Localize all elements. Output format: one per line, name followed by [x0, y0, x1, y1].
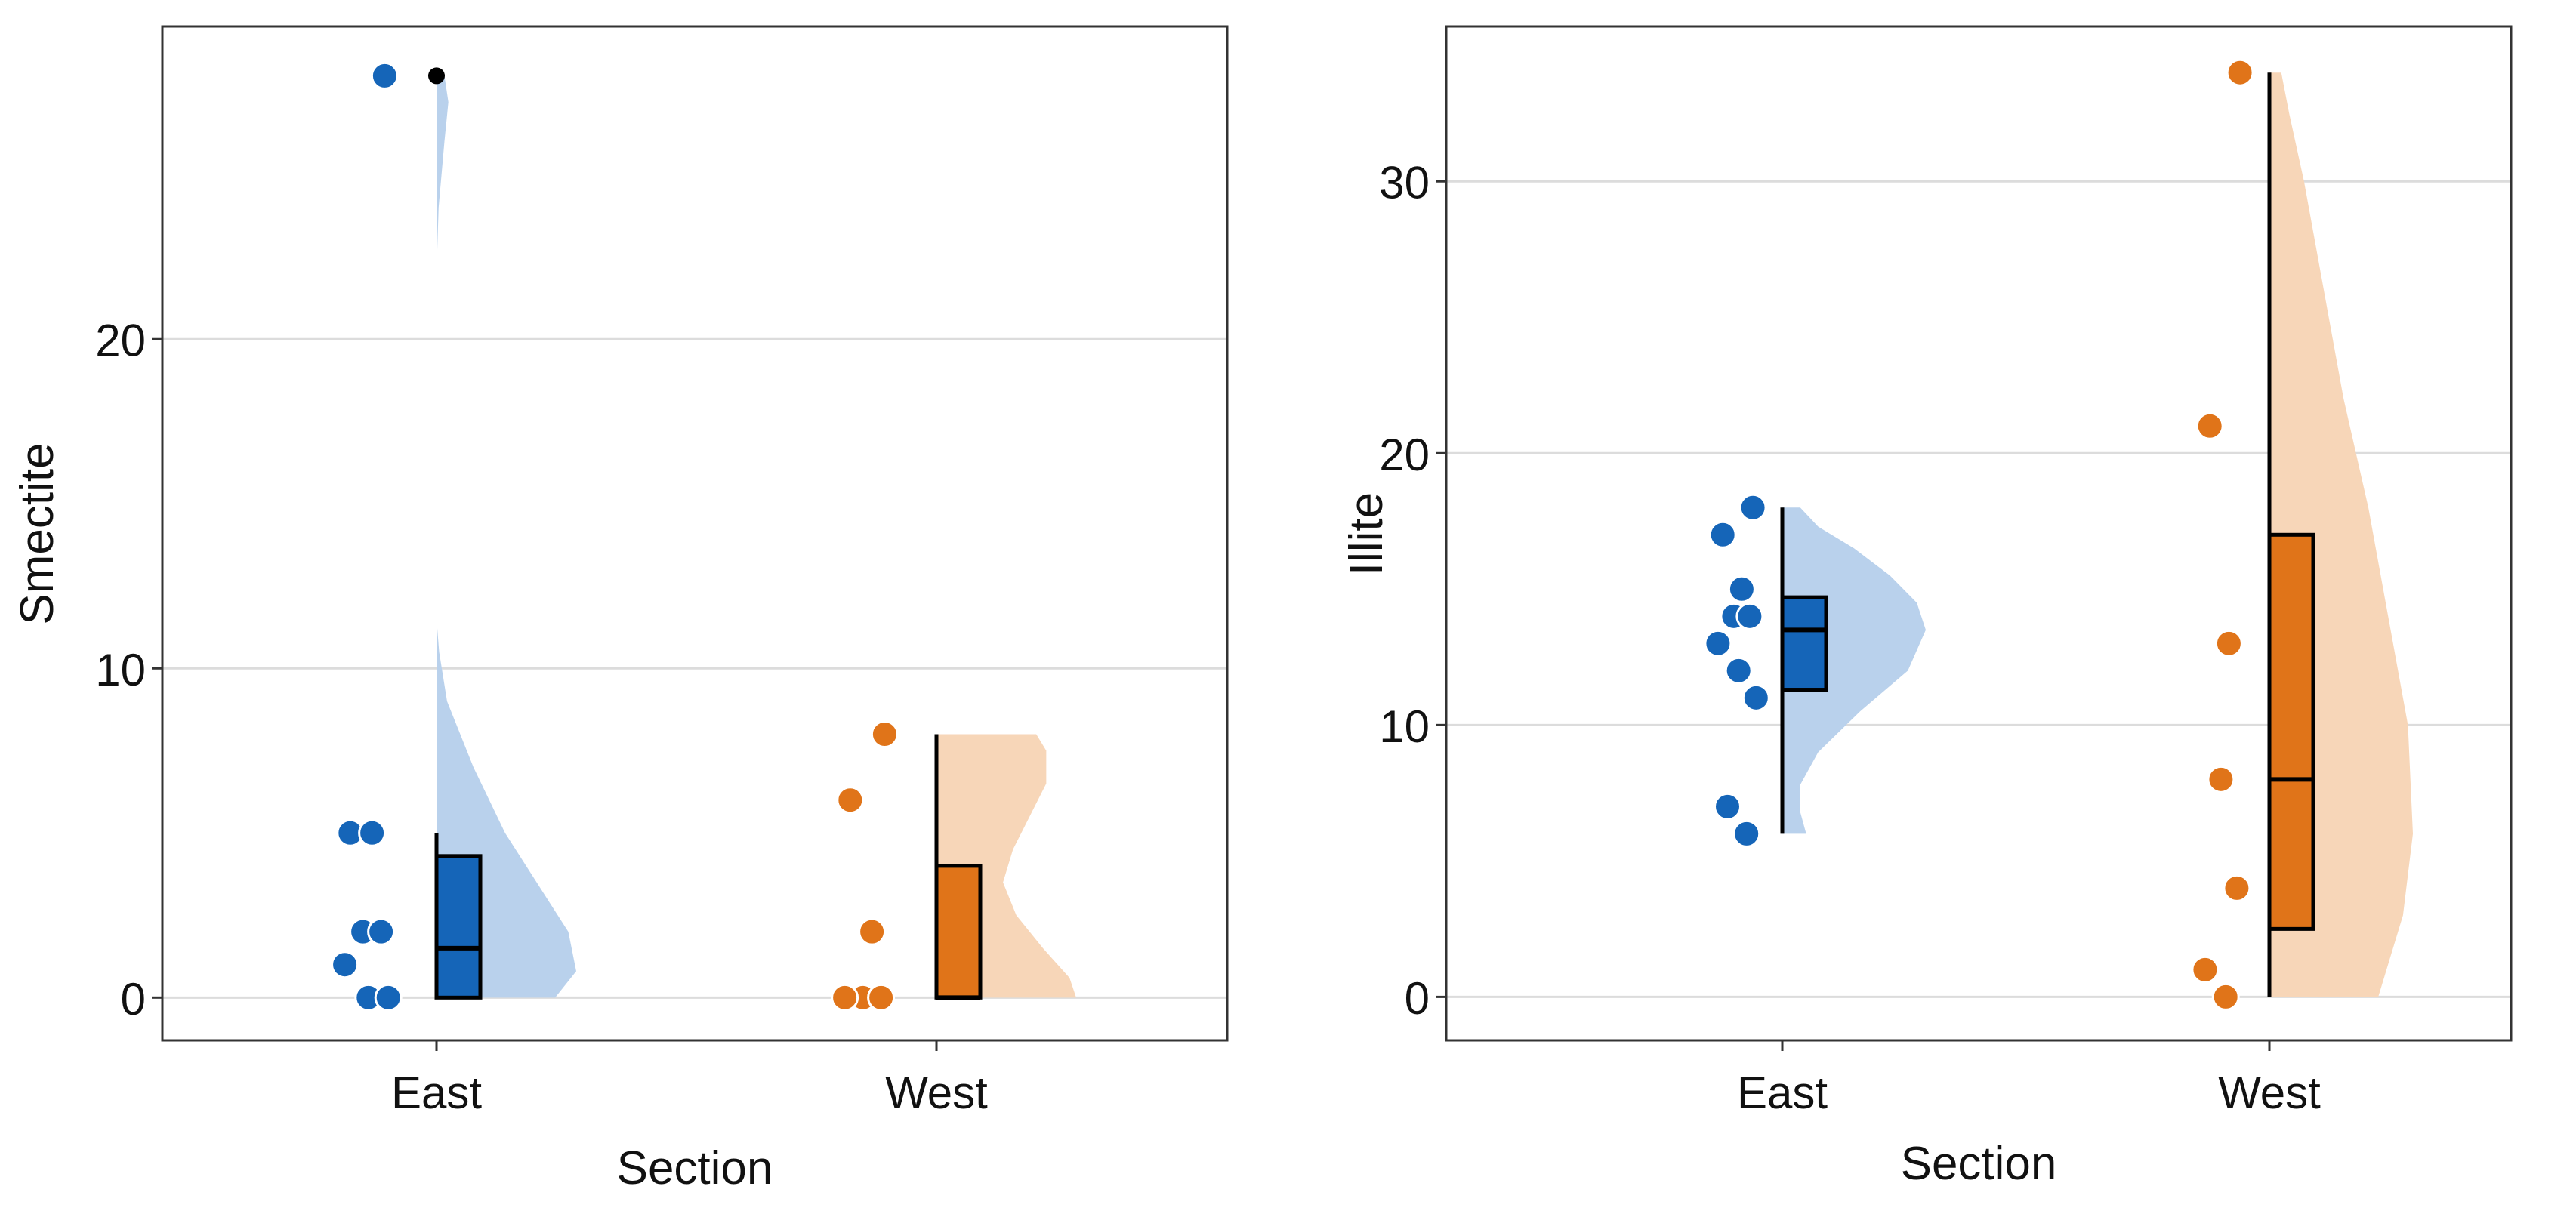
illite-x-tick-label: East — [1737, 1068, 1828, 1118]
west-data-point — [870, 719, 899, 748]
smectite-x-tick-label: West — [885, 1068, 988, 1118]
west-data-point — [2191, 955, 2220, 984]
west-data-point — [2207, 765, 2235, 793]
east-box — [1780, 595, 1828, 692]
illite-x-axis-title: Section — [1901, 1138, 2057, 1190]
west-data-point — [867, 983, 896, 1012]
smectite-panel: 0 10 20 East West Section Smectite — [11, 25, 1229, 1194]
west-data-point — [2211, 982, 2240, 1011]
west-data-point — [831, 983, 859, 1012]
smectite-y-tick-label: 20 — [95, 316, 146, 366]
east-data-point — [1732, 819, 1761, 848]
east-data-point — [1708, 520, 1737, 549]
illite-panel: 0 10 20 30 East West Section Illite — [1340, 25, 2513, 1190]
east-data-point — [1704, 629, 1732, 658]
east-data-point — [358, 818, 387, 847]
illite-y-tick-label: 10 — [1379, 701, 1430, 752]
smectite-x-tick-label: East — [391, 1068, 482, 1118]
east-data-point — [1714, 792, 1741, 821]
east-data-point — [374, 983, 403, 1012]
east-density-violin — [1782, 507, 1926, 834]
smectite-y-tick-label: 0 — [121, 974, 146, 1025]
east-data-point — [370, 61, 399, 90]
west-data-point — [2214, 629, 2243, 658]
smectite-y-tick-label: 10 — [95, 645, 146, 695]
west-data-point — [858, 917, 887, 946]
illite-axes: 0 10 20 30 East West Section Illite — [1340, 158, 2321, 1190]
east-density-violin — [437, 75, 576, 998]
illite-data — [1704, 58, 2413, 1011]
west-data-point — [836, 786, 865, 815]
smectite-y-axis-title: Smectite — [11, 442, 63, 624]
west-data-point — [2226, 58, 2254, 87]
west-box — [2267, 532, 2315, 931]
east-data-point — [367, 917, 396, 946]
smectite-x-axis-title: Section — [617, 1142, 773, 1194]
illite-x-tick-label: West — [2218, 1068, 2321, 1118]
west-data-point — [2195, 411, 2224, 440]
east-data-point — [1727, 575, 1756, 603]
smectite-data — [331, 61, 1076, 1012]
illite-y-tick-label: 0 — [1405, 973, 1430, 1024]
east-data-point — [1738, 493, 1767, 522]
smectite-axes: 0 10 20 East West Section Smectite — [11, 316, 988, 1194]
east-box — [434, 854, 483, 1000]
east-data-point — [1741, 683, 1770, 712]
smectite-plot-frame — [161, 25, 1229, 1042]
illite-plot-frame — [1445, 25, 2513, 1042]
east-outlier-point — [428, 67, 445, 85]
east-data-point — [1735, 602, 1764, 630]
east-data-point — [331, 951, 359, 979]
east-data-point — [1724, 656, 1753, 685]
illite-y-axis-title: Illite — [1340, 492, 1393, 575]
west-data-point — [2223, 874, 2251, 902]
illite-y-tick-label: 30 — [1379, 158, 1430, 208]
illite-y-tick-label: 20 — [1379, 430, 1430, 480]
west-box — [934, 864, 983, 1000]
